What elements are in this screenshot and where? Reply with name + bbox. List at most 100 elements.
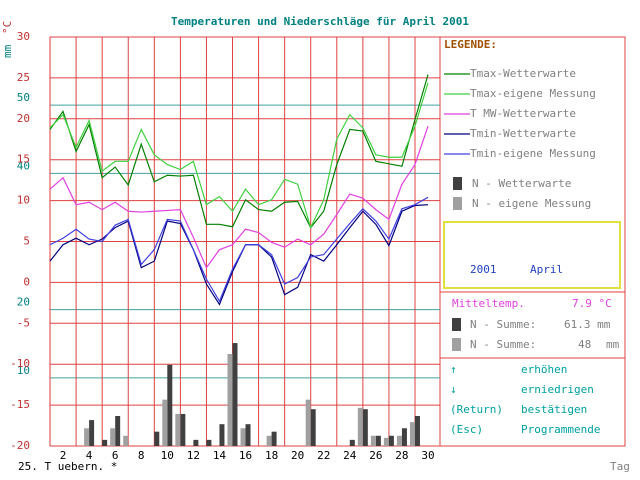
series-line <box>49 82 429 230</box>
y2-tick-label: 10 <box>17 364 30 377</box>
key-action: bestätigen <box>521 403 587 416</box>
x-tick-label: 20 <box>291 449 304 462</box>
y-tick-label: 0 <box>23 275 30 288</box>
precip-bar <box>396 435 402 446</box>
y-tick-label: -20 <box>10 439 30 452</box>
key-action: erhöhen <box>521 363 567 376</box>
precip-bar <box>89 420 95 446</box>
y2-tick-label: 40 <box>17 159 30 172</box>
precip-bar <box>206 439 212 446</box>
precip-bar <box>271 431 277 446</box>
precip-bar <box>193 439 199 446</box>
precip-bar <box>310 409 316 446</box>
x-tick-label: 10 <box>161 449 174 462</box>
x-tick-label: 6 <box>112 449 119 462</box>
series-line <box>49 74 429 229</box>
x-tick-label: 22 <box>317 449 330 462</box>
x-tick-label: 26 <box>369 449 382 462</box>
precip-bar <box>383 437 389 446</box>
x-axis-label: Tag <box>610 460 630 473</box>
y-tick-label: -15 <box>10 398 30 411</box>
year: 2001 <box>470 263 497 276</box>
legend-label: N - eigene Messung <box>472 197 591 210</box>
precip-bar <box>245 424 251 446</box>
precip-bar <box>362 409 368 446</box>
precip-bar <box>167 364 173 446</box>
x-tick-label: 16 <box>239 449 252 462</box>
legend-swatch <box>453 177 462 190</box>
y2-axis-label: mm <box>1 44 14 58</box>
key-label: ↓ <box>450 383 457 396</box>
y-tick-label: 5 <box>23 235 30 248</box>
sum-unit: mm <box>606 338 620 351</box>
legend-label: Tmin-Wetterwarte <box>470 127 576 140</box>
precip-bar <box>232 343 238 446</box>
x-tick-label: 18 <box>265 449 278 462</box>
precip-bar <box>219 424 225 446</box>
y2-tick-label: 50 <box>17 91 30 104</box>
precip-bar <box>401 428 407 446</box>
legend-label: Tmax-eigene Messung <box>470 87 596 100</box>
precip-bar <box>102 439 108 446</box>
precip-bar <box>370 435 376 446</box>
legend-label: T MW-Wetterwarte <box>470 107 576 120</box>
precip-bar <box>175 413 181 446</box>
mean-label: Mitteltemp. <box>452 297 525 310</box>
precip-bar <box>240 428 246 446</box>
y-tick-label: 15 <box>17 153 30 166</box>
precip-bar <box>154 431 160 446</box>
precip-bar <box>227 353 233 446</box>
sum-value: 48 <box>578 338 591 351</box>
y-tick-label: 25 <box>17 71 30 84</box>
y-tick-label: -5 <box>17 316 30 329</box>
precip-bar <box>110 428 116 446</box>
precip-bar <box>349 439 355 446</box>
series-line <box>49 196 429 303</box>
y-tick-label: -10 <box>10 357 30 370</box>
sum-swatch <box>452 338 461 351</box>
legend-label: Tmin-eigene Messung <box>470 147 596 160</box>
x-tick-label: 12 <box>187 449 200 462</box>
precip-bar <box>115 416 121 446</box>
precip-bar <box>388 435 394 446</box>
precip-bar <box>266 435 272 446</box>
sum-swatch <box>452 318 461 331</box>
legend-label: Tmax-Wetterwarte <box>470 67 576 80</box>
x-tick-label: 28 <box>395 449 408 462</box>
y2-tick-label: 20 <box>17 296 30 309</box>
precip-bar <box>123 435 129 446</box>
x-tick-label: 14 <box>213 449 227 462</box>
month: April <box>530 263 563 276</box>
x-tick-label: 2 <box>60 449 67 462</box>
legend-title: LEGENDE: <box>444 38 497 51</box>
x-tick-label: 24 <box>343 449 357 462</box>
precip-bar <box>180 413 186 446</box>
key-action: erniedrigen <box>521 383 594 396</box>
y-tick-label: 20 <box>17 112 30 125</box>
y-tick-label: 30 <box>17 30 30 43</box>
y-axis-label: °C <box>1 21 14 34</box>
precip-bar <box>84 428 90 446</box>
legend-swatch <box>453 197 462 210</box>
key-label: ↑ <box>450 363 457 376</box>
precip-bar <box>305 399 311 446</box>
series-line <box>49 125 429 269</box>
precip-bar <box>414 416 420 446</box>
footnote: 25. T uebern. * <box>18 460 117 473</box>
x-tick-label: 4 <box>86 449 93 462</box>
precip-bar <box>357 407 363 446</box>
key-label: (Esc) <box>450 423 483 436</box>
mean-value: 7.9 °C <box>572 297 612 310</box>
legend-label: N - Wetterwarte <box>472 177 571 190</box>
key-label: (Return) <box>450 403 503 416</box>
precip-bar <box>409 422 415 446</box>
precip-bar <box>375 435 381 446</box>
x-tick-label: 8 <box>138 449 145 462</box>
sum-label: N - Summe: <box>470 318 536 331</box>
y-tick-label: 10 <box>17 194 30 207</box>
sum-value: 61.3 mm <box>564 318 611 331</box>
sum-label: N - Summe: <box>470 338 536 351</box>
key-action: Programmende <box>521 423 600 436</box>
